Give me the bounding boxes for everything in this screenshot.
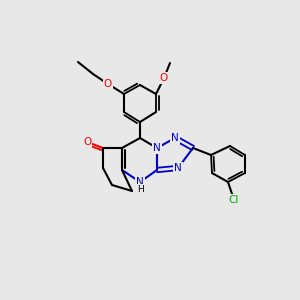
- Text: N: N: [174, 163, 182, 173]
- Text: O: O: [83, 137, 91, 147]
- Text: O: O: [104, 79, 112, 89]
- Text: N: N: [171, 133, 179, 143]
- Text: N: N: [136, 177, 144, 187]
- Text: Cl: Cl: [229, 195, 239, 205]
- Text: O: O: [160, 73, 168, 83]
- Text: H: H: [136, 185, 143, 194]
- Text: N: N: [153, 143, 161, 153]
